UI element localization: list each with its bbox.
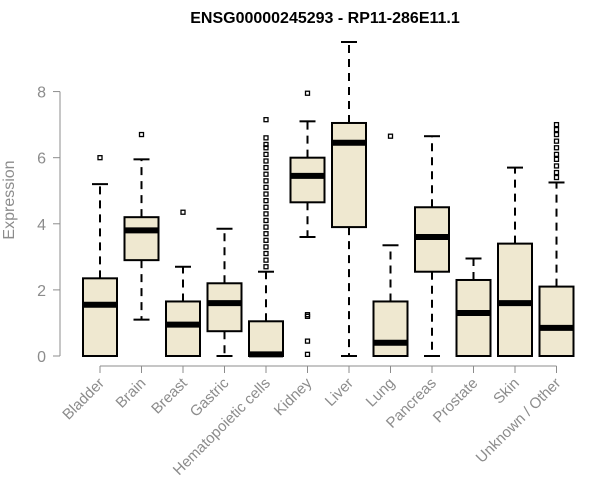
outlier-point [553,121,560,128]
x-tick-label: Kidney [271,374,316,419]
box-group [331,41,367,357]
outlier-point [263,158,269,164]
outlier-point [263,191,269,197]
outlier-point [304,90,311,96]
outlier-point [387,133,394,139]
box-group [455,257,492,357]
chart-title: ENSG00000245293 - RP11-286E11.1 [190,10,460,27]
box-group [289,90,326,357]
box-group [414,135,450,357]
outlier-point [263,204,269,210]
y-tick-label: 4 [37,217,46,234]
x-tick-label: Skin [490,375,523,408]
box-iqr [331,121,367,229]
box-iqr [165,300,201,358]
outlier-point [263,244,269,250]
x-tick-label: Lung [363,375,399,411]
box-group [123,131,160,321]
box-iqr [248,320,284,357]
x-tick-label: Prostate [430,375,482,427]
outlier-point [263,141,269,148]
outlier-point [553,156,560,162]
outlier-point [304,338,311,344]
box-iqr [82,277,118,358]
outlier-point [263,237,269,243]
y-axis: 0 2 4 6 8 [37,85,61,366]
box-iqr [455,278,492,357]
outlier-point [263,217,269,224]
y-tick-label: 0 [37,349,46,366]
box-iqr [206,282,243,333]
outlier-point [263,257,269,263]
box-group [248,117,284,358]
outlier-point [263,135,269,141]
outlier-point [553,151,560,158]
outlier-point [138,131,145,138]
outlier-point [263,224,269,230]
outlier-point [263,198,269,204]
outlier-point [263,151,269,158]
box-group [497,166,533,357]
outlier-point [553,131,560,138]
outlier-point [304,313,311,319]
box-iqr [372,300,409,358]
y-tick-label: 2 [37,283,46,300]
outlier-point [263,250,269,257]
box-iqr [123,216,160,262]
box-group [206,227,243,357]
outlier-point [553,145,560,151]
box-iqr [497,242,533,357]
outlier-point [553,174,560,181]
outlier-point [263,184,269,191]
outlier-point [553,138,560,144]
box-iqr [538,285,575,358]
outlier-point [553,169,560,176]
outlier-point [553,163,560,169]
box-group [165,209,201,358]
box-iqr [289,156,326,204]
outlier-point [553,126,560,133]
outlier-point [263,171,269,177]
outlier-point [263,264,269,270]
x-tick-label: Bladder [59,375,108,424]
outlier-point [263,211,269,217]
outlier-point [263,231,269,237]
box-group [538,121,575,358]
x-tick-label: Liver [322,375,357,410]
outlier-point [304,351,311,357]
outlier-point [263,117,269,123]
outlier-point [97,155,103,161]
x-tick-label: Breast [148,374,191,417]
outlier-point [263,145,269,151]
box-series [82,41,575,358]
box-group [372,133,409,358]
box-group [82,155,118,358]
outlier-point [263,178,269,184]
x-tick-label: Brain [113,375,150,412]
y-axis-label: Expression [1,160,18,239]
y-tick-label: 6 [37,151,46,168]
y-tick-label: 8 [37,85,46,102]
outlier-point [180,209,186,215]
outlier-point [263,164,269,171]
